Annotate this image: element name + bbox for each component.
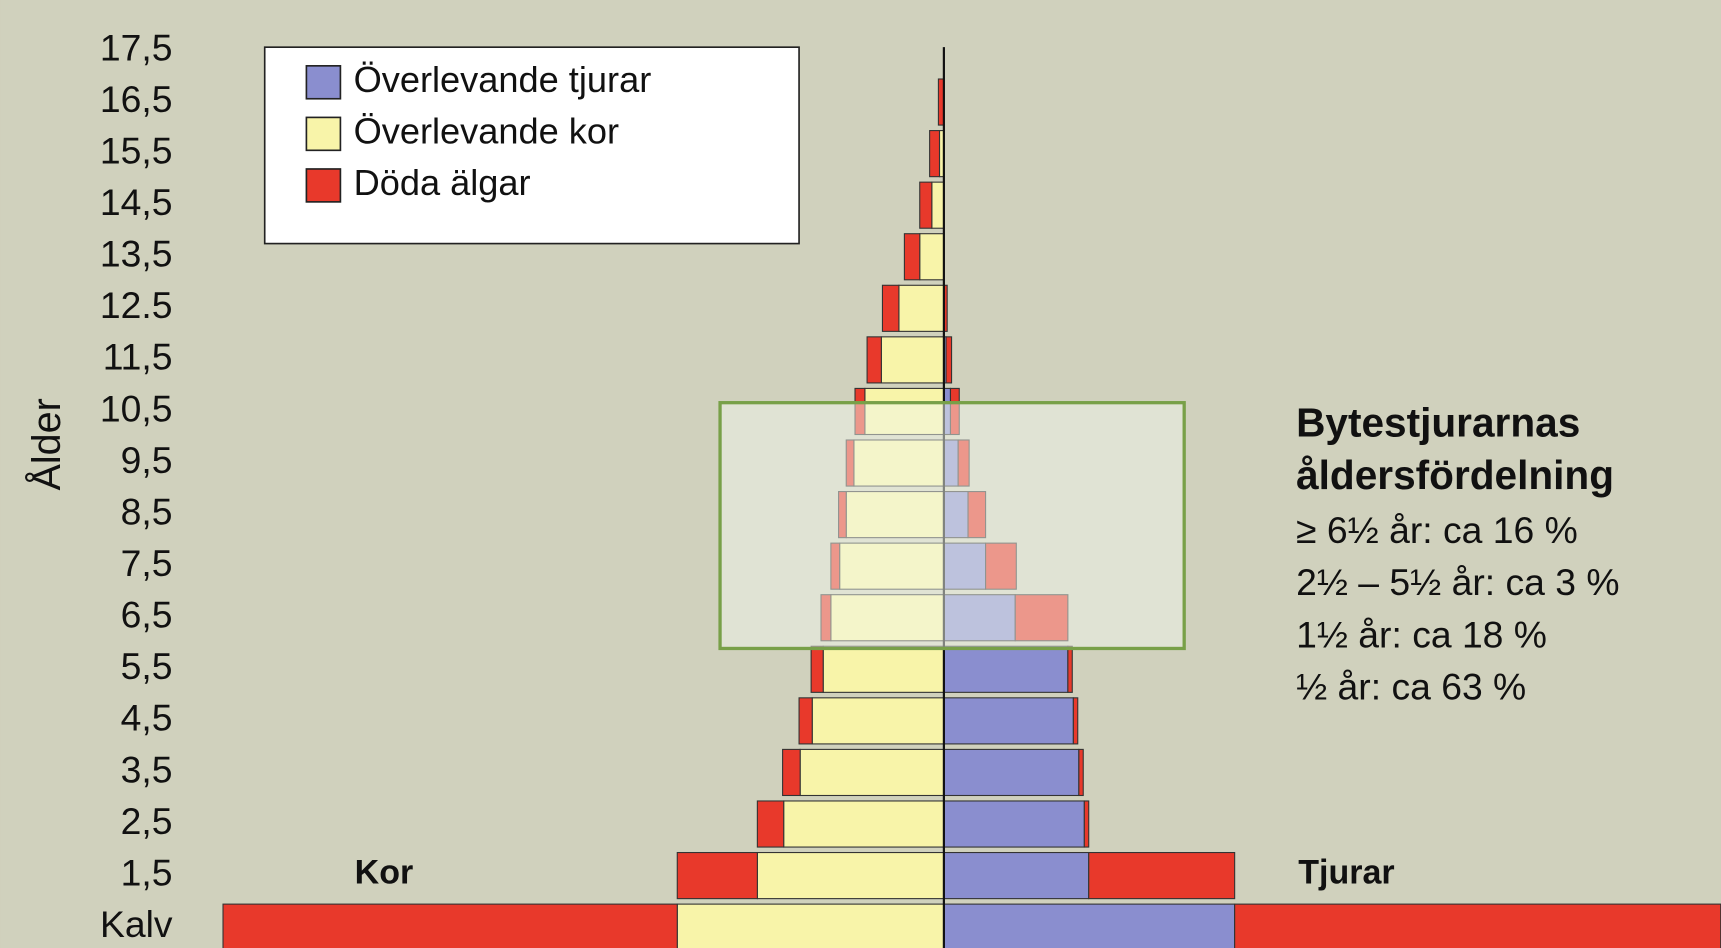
bar-cow-dead	[881, 284, 900, 332]
y-tick-label: 11,5	[103, 336, 173, 378]
bar-cow-alive	[919, 233, 945, 281]
bar-bull-alive	[943, 697, 1074, 745]
y-tick-label: 15,5	[100, 129, 173, 171]
bar-cow-dead	[222, 903, 678, 948]
annotation-line: ≥ 6½ år: ca 16 %	[1296, 509, 1578, 551]
y-tick-label: 10,5	[100, 387, 173, 429]
bar-cow-alive	[783, 800, 945, 848]
bar-cow-alive	[931, 181, 945, 229]
y-tick-label: Kalv	[100, 903, 173, 945]
bar-cow-dead	[919, 181, 933, 229]
bar-bull-alive	[943, 800, 1085, 848]
bar-bull-alive	[943, 748, 1080, 797]
legend-swatch	[305, 168, 342, 203]
bar-bull-dead	[1067, 645, 1073, 693]
bar-cow-dead	[756, 800, 785, 848]
bar-cow-dead	[676, 851, 758, 900]
side-label: Kor	[355, 853, 414, 891]
bar-cow-alive	[799, 748, 945, 797]
bar-bull-alive	[943, 903, 1236, 948]
bar-cow-dead	[810, 645, 824, 693]
y-tick-label: 1,5	[121, 851, 173, 893]
y-tick-label: 2,5	[121, 800, 173, 842]
bar-cow-dead	[929, 130, 941, 178]
side-label: Tjurar	[1298, 853, 1394, 891]
bar-bull-dead	[1072, 697, 1079, 745]
legend-swatch	[305, 116, 342, 152]
annotation-title: Bytestjurarnas	[1296, 399, 1580, 445]
bar-cow-alive	[822, 645, 945, 693]
bar-bull-dead	[1078, 748, 1084, 797]
bar-bull-alive	[943, 645, 1069, 693]
bar-bull-dead	[945, 336, 953, 384]
y-tick-label: 4,5	[121, 697, 173, 739]
y-tick-label: 14,5	[100, 181, 173, 223]
bar-cow-alive	[898, 284, 945, 332]
y-tick-label: 17,5	[100, 26, 173, 68]
annotation-title: åldersfördelning	[1296, 452, 1614, 498]
bar-bull-dead	[1083, 800, 1090, 848]
bar-bull-dead	[1234, 903, 1721, 948]
legend-label: Överlevande kor	[354, 110, 620, 151]
bar-cow-dead	[782, 748, 801, 797]
legend-label: Döda älgar	[354, 162, 531, 203]
bar-cow-dead	[866, 336, 882, 384]
bar-bull-dead	[1088, 851, 1236, 900]
y-tick-label: 3,5	[121, 748, 173, 790]
y-tick-label: 5,5	[121, 645, 173, 687]
bar-cow-alive	[880, 336, 945, 384]
y-tick-label: 7,5	[121, 542, 173, 584]
y-tick-label: 6,5	[121, 594, 173, 636]
y-tick-label: 13,5	[100, 233, 173, 275]
bar-bull-alive	[943, 851, 1090, 900]
legend-label: Överlevande tjurar	[354, 59, 652, 100]
annotation-line: ½ år: ca 63 %	[1296, 665, 1526, 707]
legend-swatch	[305, 65, 342, 100]
y-tick-label: 8,5	[121, 490, 173, 532]
bar-cow-dead	[798, 697, 813, 745]
y-axis-label: Ålder	[25, 398, 69, 490]
bar-cow-alive	[811, 697, 945, 745]
highlight-box	[718, 401, 1186, 651]
annotation-line: 1½ år: ca 18 %	[1296, 613, 1547, 655]
y-tick-label: 9,5	[121, 439, 173, 481]
bar-cow-dead	[903, 233, 921, 281]
y-tick-label: 12.5	[100, 284, 173, 326]
legend-box	[263, 46, 800, 245]
bar-cow-alive	[756, 851, 945, 900]
bar-cow-alive	[676, 903, 945, 948]
annotation-line: 2½ – 5½ år: ca 3 %	[1296, 561, 1619, 603]
y-tick-label: 16,5	[100, 78, 173, 120]
